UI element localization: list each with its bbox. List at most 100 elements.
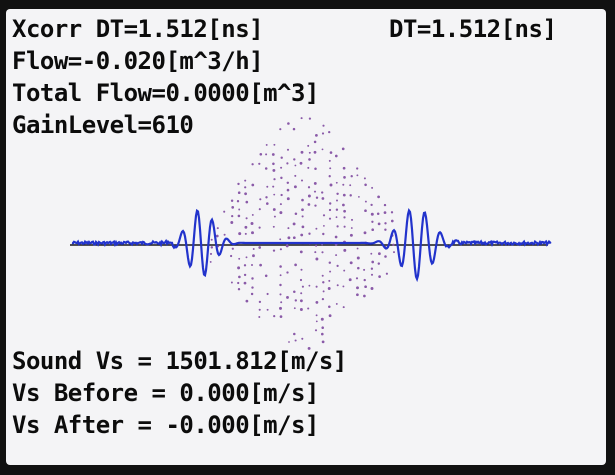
correlation-dot <box>377 262 381 265</box>
correlation-dot <box>313 190 317 193</box>
correlation-dot <box>301 198 304 202</box>
correlation-dot <box>237 266 241 270</box>
correlation-dot <box>342 285 345 288</box>
correlation-dot <box>223 233 226 236</box>
correlation-dot <box>244 232 247 235</box>
correlation-dot <box>328 208 332 212</box>
correlation-dot <box>315 227 318 230</box>
correlation-dot <box>363 278 366 282</box>
correlation-dot <box>315 257 319 261</box>
correlation-dot <box>272 162 275 166</box>
correlation-dot <box>258 300 262 304</box>
correlation-dot <box>251 213 254 216</box>
correlation-dot <box>321 191 324 194</box>
lcd-screen: Xcorr DT=1.512[ns] DT=1.512[ns] Flow=-0.… <box>6 9 606 465</box>
correlation-dot <box>265 196 268 199</box>
correlation-dot <box>301 225 305 229</box>
correlation-dot <box>315 320 318 323</box>
correlation-dot <box>237 281 240 285</box>
correlation-dot <box>215 234 219 238</box>
correlation-dot <box>300 117 303 120</box>
waveform-plot <box>70 117 552 350</box>
correlation-dot <box>336 225 339 228</box>
correlation-dot <box>349 233 353 237</box>
correlation-dot <box>279 248 282 251</box>
correlation-dot <box>300 179 304 182</box>
correlation-dot <box>293 332 296 336</box>
correlation-dot <box>329 151 333 154</box>
correlation-dot <box>299 161 303 165</box>
correlation-dot <box>321 132 325 135</box>
correlation-dot <box>371 220 374 223</box>
correlation-dot <box>280 156 283 159</box>
correlation-dot <box>343 209 346 213</box>
correlation-dot <box>307 194 311 198</box>
correlation-dot <box>209 260 212 263</box>
correlation-dot <box>293 185 297 189</box>
correlation-dot <box>383 211 387 214</box>
correlation-dot <box>370 287 374 290</box>
correlation-dot <box>308 151 311 154</box>
correlation-dot <box>335 302 338 305</box>
correlation-dot <box>371 228 375 232</box>
correlation-dot <box>350 175 353 178</box>
correlation-dot <box>273 315 276 318</box>
correlation-dot <box>259 198 262 201</box>
correlation-dot <box>342 166 346 170</box>
correlation-dot <box>321 297 325 301</box>
correlation-dot <box>287 122 290 125</box>
correlation-dot <box>342 203 345 207</box>
correlation-dot <box>328 305 331 309</box>
correlation-dot <box>322 214 326 217</box>
sound-vs-readout: Sound Vs = 1501.812[m/s] <box>12 347 347 375</box>
correlation-dot <box>294 299 297 302</box>
correlation-dot <box>252 248 255 250</box>
correlation-dot <box>356 293 359 297</box>
correlation-dot <box>286 181 290 185</box>
correlation-dot <box>356 256 360 260</box>
correlation-dot <box>238 275 241 279</box>
correlation-dot <box>279 203 282 206</box>
correlation-dot <box>370 267 374 270</box>
correlation-dot <box>307 186 311 189</box>
correlation-dot <box>252 254 255 258</box>
correlation-dot <box>364 209 367 213</box>
correlation-dot <box>384 255 387 258</box>
correlation-dot <box>313 140 317 144</box>
correlation-dot <box>245 256 248 259</box>
correlation-dot <box>370 203 373 207</box>
correlation-dot <box>377 222 381 226</box>
ultrasonic-waveform <box>71 207 552 283</box>
correlation-dot <box>335 208 339 211</box>
correlation-dot <box>308 117 311 120</box>
correlation-dot <box>273 193 276 196</box>
correlation-dot-cloud <box>209 117 395 350</box>
correlation-dot <box>258 308 261 311</box>
correlation-dot <box>299 278 303 282</box>
correlation-dot <box>236 200 240 203</box>
correlation-dot <box>308 158 311 161</box>
correlation-dot <box>314 251 317 254</box>
correlation-dot <box>348 278 352 282</box>
correlation-dot <box>237 191 241 194</box>
correlation-dot <box>250 222 254 225</box>
correlation-dot <box>238 232 242 236</box>
correlation-dot <box>328 314 332 318</box>
correlation-dot <box>314 167 317 171</box>
correlation-dot <box>299 308 303 311</box>
correlation-dot <box>230 221 234 224</box>
correlation-dot <box>216 227 219 230</box>
correlation-dot <box>251 183 255 187</box>
correlation-dot <box>251 231 254 235</box>
correlation-dot <box>315 244 318 247</box>
correlation-dot <box>301 337 304 340</box>
correlation-dot <box>294 212 298 215</box>
correlation-dot <box>328 217 332 220</box>
correlation-dot <box>272 208 276 211</box>
correlation-dot <box>279 315 283 318</box>
correlation-dot <box>355 277 359 280</box>
correlation-dot <box>266 292 269 296</box>
correlation-dot <box>230 199 234 203</box>
correlation-dot <box>335 254 338 257</box>
correlation-dot <box>335 181 338 184</box>
